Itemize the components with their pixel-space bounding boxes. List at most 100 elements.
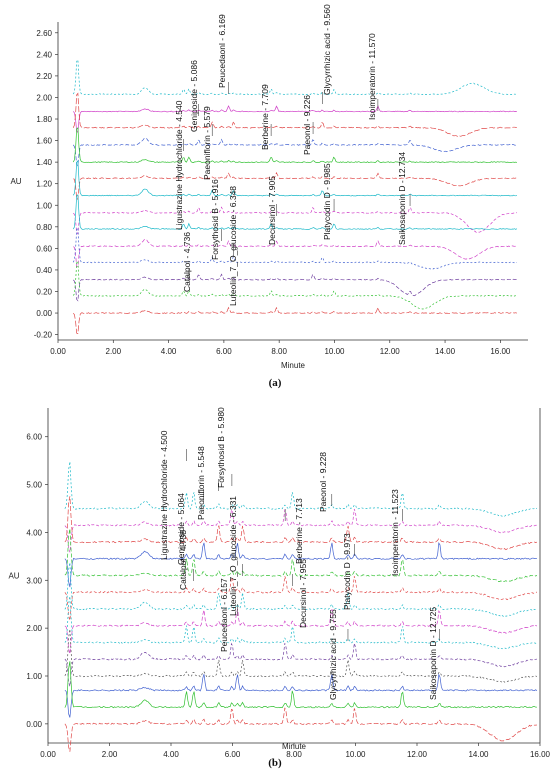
x-tick-label: 10.00 <box>345 750 366 759</box>
y-tick-label: 1.40 <box>36 158 52 167</box>
chromatogram-trace <box>72 226 517 270</box>
chromatogram-trace <box>72 259 518 310</box>
peak-label: Geniposide - 5.086 <box>189 60 199 132</box>
x-tick-label: 14.00 <box>468 750 489 759</box>
y-tick-label: 1.80 <box>36 115 52 124</box>
chromatogram-trace <box>64 562 538 617</box>
y-tick-label: 1.00 <box>36 201 52 210</box>
peak-label: Peucedaonl - 6.157 <box>219 578 229 652</box>
y-tick-label: 1.60 <box>36 137 52 146</box>
chromatogram-trace <box>64 629 538 683</box>
peak-label: Ligustrazine Hydrochloride - 4.500 <box>159 430 169 560</box>
panel-caption: (b) <box>268 757 282 769</box>
x-tick-label: 6.00 <box>225 750 241 759</box>
peak-label: Berberine - 7.713 <box>294 498 304 564</box>
chromatogram-trace <box>64 608 538 654</box>
y-tick-label: 2.20 <box>36 72 52 81</box>
peak-label: Platycodin D - 9.973 <box>342 533 352 610</box>
peak-label: Forsythosid B - 5.980 <box>216 407 226 488</box>
peak-label: Forsythosid B - 5.916 <box>210 179 220 260</box>
y-tick-label: 0.80 <box>36 223 52 232</box>
peak-label: Paeoniflorin - 5.548 <box>196 446 206 520</box>
y-tick-label: -0.20 <box>34 331 53 340</box>
chromatogram-trace <box>64 461 538 517</box>
peak-label: Glycyrrhizic acid - 9.560 <box>322 4 332 95</box>
y-tick-label: 1.20 <box>36 180 52 189</box>
peak-label: Catalpol - 4.736 <box>182 232 192 292</box>
chromatogram-trace <box>64 508 537 553</box>
chromatogram-trace <box>64 673 538 718</box>
x-tick-label: 16.00 <box>490 347 511 356</box>
peak-label: Luteolin_7_O_glucoside - 6.348 <box>228 186 238 306</box>
peak-label: Paeonol - 9.228 <box>318 452 328 512</box>
peak-label: Paeoniflorin - 5.579 <box>202 106 212 180</box>
y-tick-label: 3.00 <box>26 576 42 585</box>
y-tick-label: 2.40 <box>36 50 52 59</box>
peak-label: Saikosaponin D - 12.725 <box>428 607 438 700</box>
peak-label: Geniposide - 5.064 <box>176 493 186 565</box>
x-tick-label: 14.00 <box>435 347 456 356</box>
y-axis-title: AU <box>8 572 19 581</box>
x-tick-label: 0.00 <box>50 347 66 356</box>
peak-label: Decursinol - 7.905 <box>267 176 277 245</box>
y-tick-label: 0.00 <box>26 720 42 729</box>
y-tick-label: 6.00 <box>26 433 42 442</box>
y-tick-label: 0.60 <box>36 244 52 253</box>
chromatogram-trace <box>73 171 518 201</box>
y-tick-label: 0.20 <box>36 287 52 296</box>
y-axis-title: AU <box>10 177 21 186</box>
chromatogram-trace <box>64 528 538 583</box>
chromatogram-trace <box>72 206 518 235</box>
peak-label: Platycodin D - 9.985 <box>322 163 332 240</box>
chromatogram-trace <box>72 127 518 164</box>
chart-panel-b: 0.00 1.00 2.00 3.00 4.00 5.00 6.00 0.00 2.00 4.00… <box>8 407 550 769</box>
chromatogram-trace <box>64 541 537 588</box>
chromatogram-trace <box>72 58 517 95</box>
y-tick-label: 1.00 <box>26 672 42 681</box>
x-tick-label: 4.00 <box>163 750 179 759</box>
chromatogram-trace <box>72 306 518 334</box>
peak-label: Decursinol - 7.955 <box>298 559 308 628</box>
y-tick-label: 2.00 <box>26 624 42 633</box>
chromatogram-trace <box>72 273 517 302</box>
chromatogram-trace <box>72 137 518 167</box>
y-tick-label: 4.00 <box>26 528 42 537</box>
x-tick-label: 6.00 <box>216 347 232 356</box>
peak-label: Peucedaonl - 6.169 <box>217 14 227 88</box>
x-tick-label: 16.00 <box>530 750 550 759</box>
x-axis-title: Minute <box>281 361 306 370</box>
y-tick-label: 2.60 <box>36 29 52 38</box>
peak-label: Catalpol - 4.738 <box>178 530 188 590</box>
chromatogram-trace <box>72 160 517 197</box>
x-tick-label: 0.00 <box>40 750 56 759</box>
x-tick-label: 8.00 <box>271 347 287 356</box>
y-tick-label: 0.40 <box>36 266 52 275</box>
peak-label: Luteolin_7_O_glucoside - 6.331 <box>228 496 238 616</box>
peak-label: Paeonol - 9.226 <box>302 95 312 155</box>
y-tick-label: 5.00 <box>26 481 42 490</box>
chromatogram-trace <box>73 238 517 268</box>
chromatogram-trace <box>64 661 537 709</box>
peak-label: Saikosaponin D - 12.734 <box>397 152 407 245</box>
chromatogram-trace <box>64 496 538 551</box>
chromatogram-trace <box>72 194 518 230</box>
panel-caption: (a) <box>269 377 282 389</box>
y-tick-label: 0.00 <box>36 309 52 318</box>
peak-label: Ligustrazine Hydrochloride - 4.540 <box>174 100 184 230</box>
chromatogram-trace <box>64 576 538 621</box>
x-tick-label: 2.00 <box>106 347 122 356</box>
chromatogram-trace <box>64 642 537 687</box>
peak-label: Isoimperatorin - 11.570 <box>367 33 377 120</box>
x-axis-title: Minute <box>282 742 307 751</box>
x-tick-label: 12.00 <box>380 347 401 356</box>
peak-label: Berberine - 7.709 <box>260 84 270 150</box>
x-tick-label: 8.00 <box>286 750 302 759</box>
peak-label: Isoimperatorin - 11.523 <box>390 489 400 576</box>
chart-panel-a: -0.20 0.00 0.20 0.40 0.60 0.80 1.00 1.20 1.40 1.6… <box>10 4 528 389</box>
chromatogram-trace <box>64 596 538 650</box>
y-tick-label: 2.00 <box>36 93 52 102</box>
peak-label: Glycyrrhizic acid - 9.755 <box>328 609 338 700</box>
x-tick-label: 12.00 <box>407 750 428 759</box>
x-tick-label: 2.00 <box>102 750 118 759</box>
